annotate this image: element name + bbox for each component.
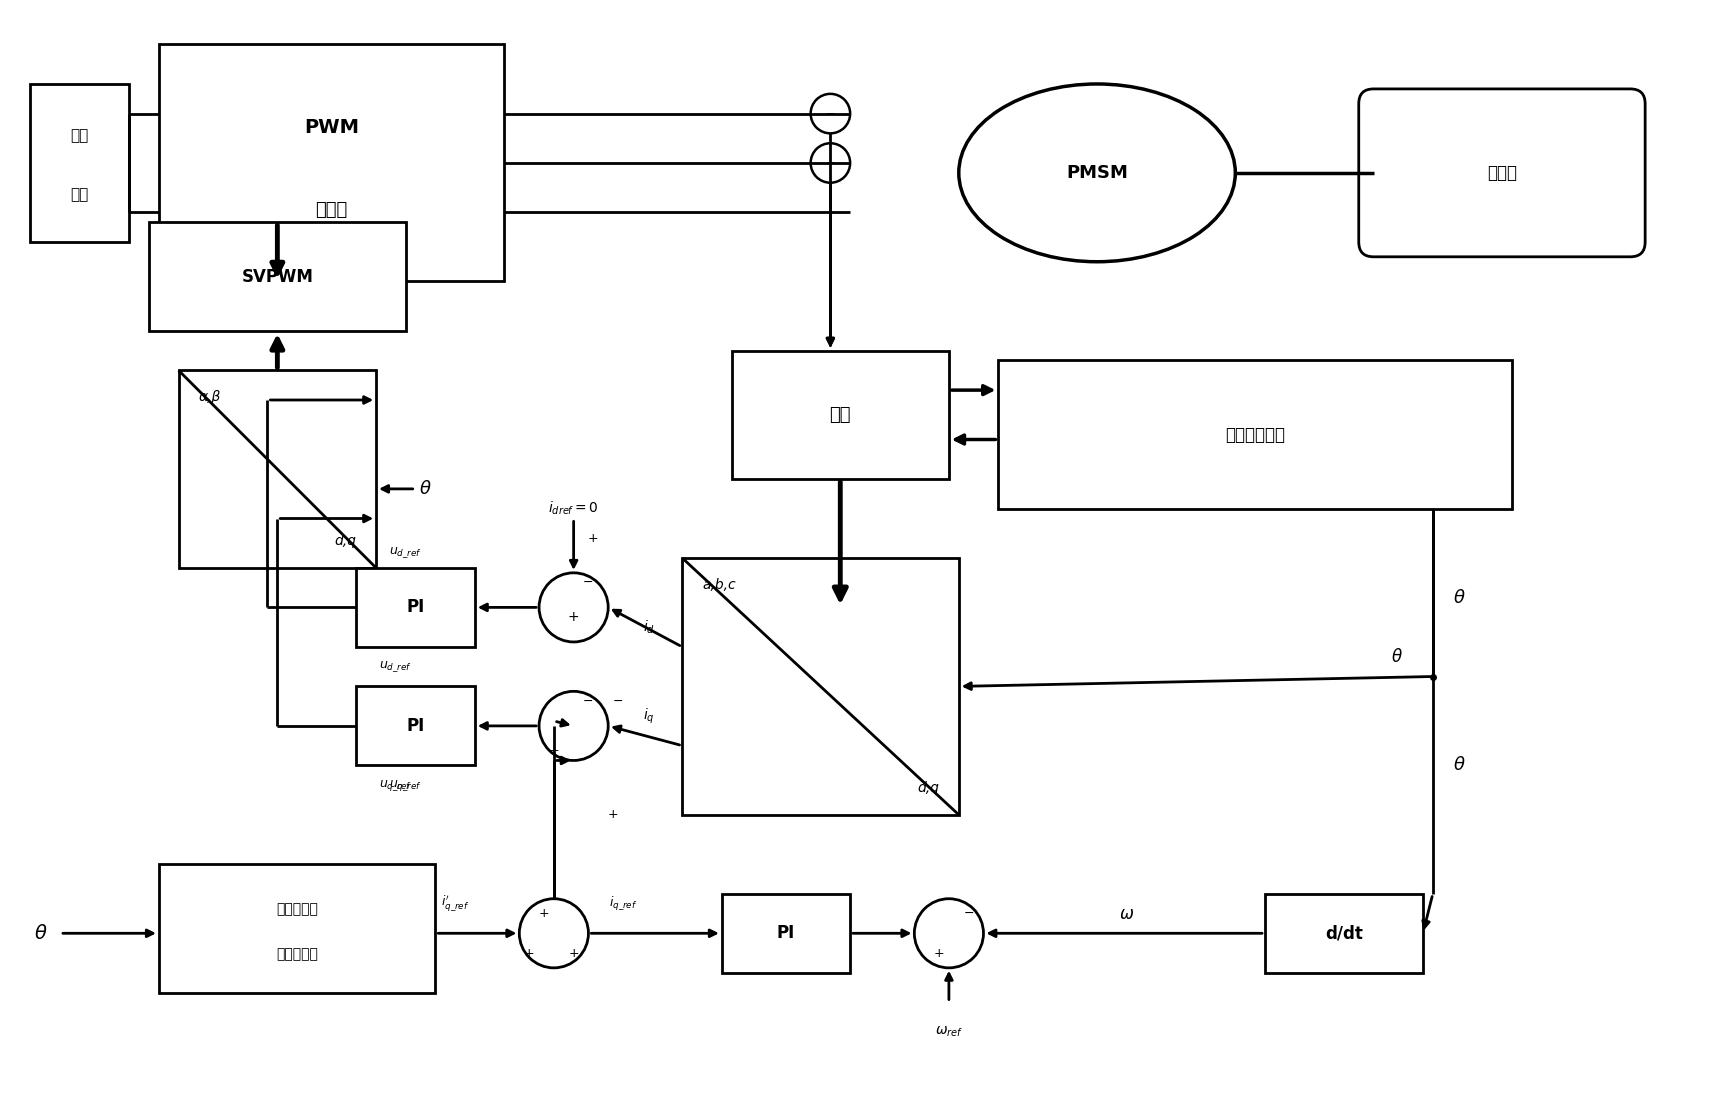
Circle shape (539, 572, 608, 642)
Text: −: − (825, 108, 834, 119)
Text: +: + (608, 808, 619, 822)
FancyBboxPatch shape (1358, 89, 1644, 257)
Text: $u_{d\_ref}$: $u_{d\_ref}$ (379, 660, 412, 674)
Circle shape (539, 691, 608, 760)
Text: −: − (825, 158, 834, 168)
Text: +: + (548, 745, 558, 757)
Text: $\theta$: $\theta$ (33, 923, 47, 942)
Circle shape (913, 899, 982, 968)
Text: −: − (582, 694, 593, 708)
Text: 采样: 采样 (829, 406, 851, 424)
Text: $\theta$: $\theta$ (1452, 757, 1465, 775)
Text: α,β: α,β (198, 390, 221, 404)
Text: PI: PI (407, 598, 424, 616)
Text: $\omega$: $\omega$ (1118, 904, 1134, 922)
Bar (148, 222, 405, 331)
Text: $u_{q\_ref}$: $u_{q\_ref}$ (389, 778, 422, 793)
Bar (731, 351, 948, 479)
Bar (1265, 893, 1421, 973)
Text: $i_{dref}=0$: $i_{dref}=0$ (548, 500, 598, 518)
Text: 速度位置估算: 速度位置估算 (1225, 426, 1284, 444)
Bar (357, 568, 474, 647)
Text: PI: PI (777, 925, 794, 942)
Text: 逆变器: 逆变器 (315, 201, 348, 219)
Text: 直流: 直流 (71, 129, 90, 143)
Text: $\theta$: $\theta$ (1452, 588, 1465, 607)
Text: $\theta$: $\theta$ (1390, 647, 1403, 666)
Text: a,b,c: a,b,c (701, 578, 736, 591)
Text: SVPWM: SVPWM (241, 267, 314, 285)
Text: +: + (588, 532, 598, 544)
Text: 电源: 电源 (71, 187, 90, 202)
Bar (722, 893, 849, 973)
Bar (179, 370, 376, 568)
Circle shape (519, 899, 588, 968)
Text: +: + (538, 907, 550, 920)
Text: d,q: d,q (917, 781, 939, 795)
Text: $i_{q\_ref}$: $i_{q\_ref}$ (608, 894, 638, 912)
Text: 压缩机: 压缩机 (1485, 164, 1516, 182)
Text: 转矩参考表: 转矩参考表 (276, 947, 317, 961)
Text: PWM: PWM (303, 117, 358, 136)
Text: PMSM: PMSM (1065, 164, 1127, 182)
Text: $i_{q\_ref}'$: $i_{q\_ref}'$ (441, 893, 469, 913)
Circle shape (810, 94, 849, 133)
Bar (357, 686, 474, 766)
Circle shape (810, 143, 849, 182)
Text: +: + (569, 947, 579, 959)
Text: d/dt: d/dt (1325, 925, 1363, 942)
Bar (998, 360, 1511, 509)
Text: +: + (524, 947, 534, 959)
Text: $\omega_{ref}$: $\omega_{ref}$ (934, 1025, 963, 1040)
Text: PI: PI (407, 717, 424, 735)
Text: $i_q$: $i_q$ (643, 707, 655, 726)
Text: $\theta$: $\theta$ (419, 480, 431, 498)
Text: −: − (612, 694, 624, 708)
Bar (682, 558, 958, 815)
Text: $u_{q\_ref}$: $u_{q\_ref}$ (379, 778, 412, 793)
Bar (159, 45, 505, 282)
Ellipse shape (958, 84, 1235, 262)
Text: $u_{d\_ref}$: $u_{d\_ref}$ (389, 546, 422, 560)
Text: d,q: d,q (334, 534, 357, 548)
Text: −: − (963, 907, 973, 920)
Text: −: − (582, 576, 593, 589)
Text: $i_d$: $i_d$ (643, 618, 655, 636)
Bar (159, 864, 436, 993)
Text: +: + (934, 947, 944, 959)
Bar (31, 84, 129, 241)
Text: 压缩机负载: 压缩机负载 (276, 902, 317, 916)
Text: +: + (567, 610, 579, 624)
